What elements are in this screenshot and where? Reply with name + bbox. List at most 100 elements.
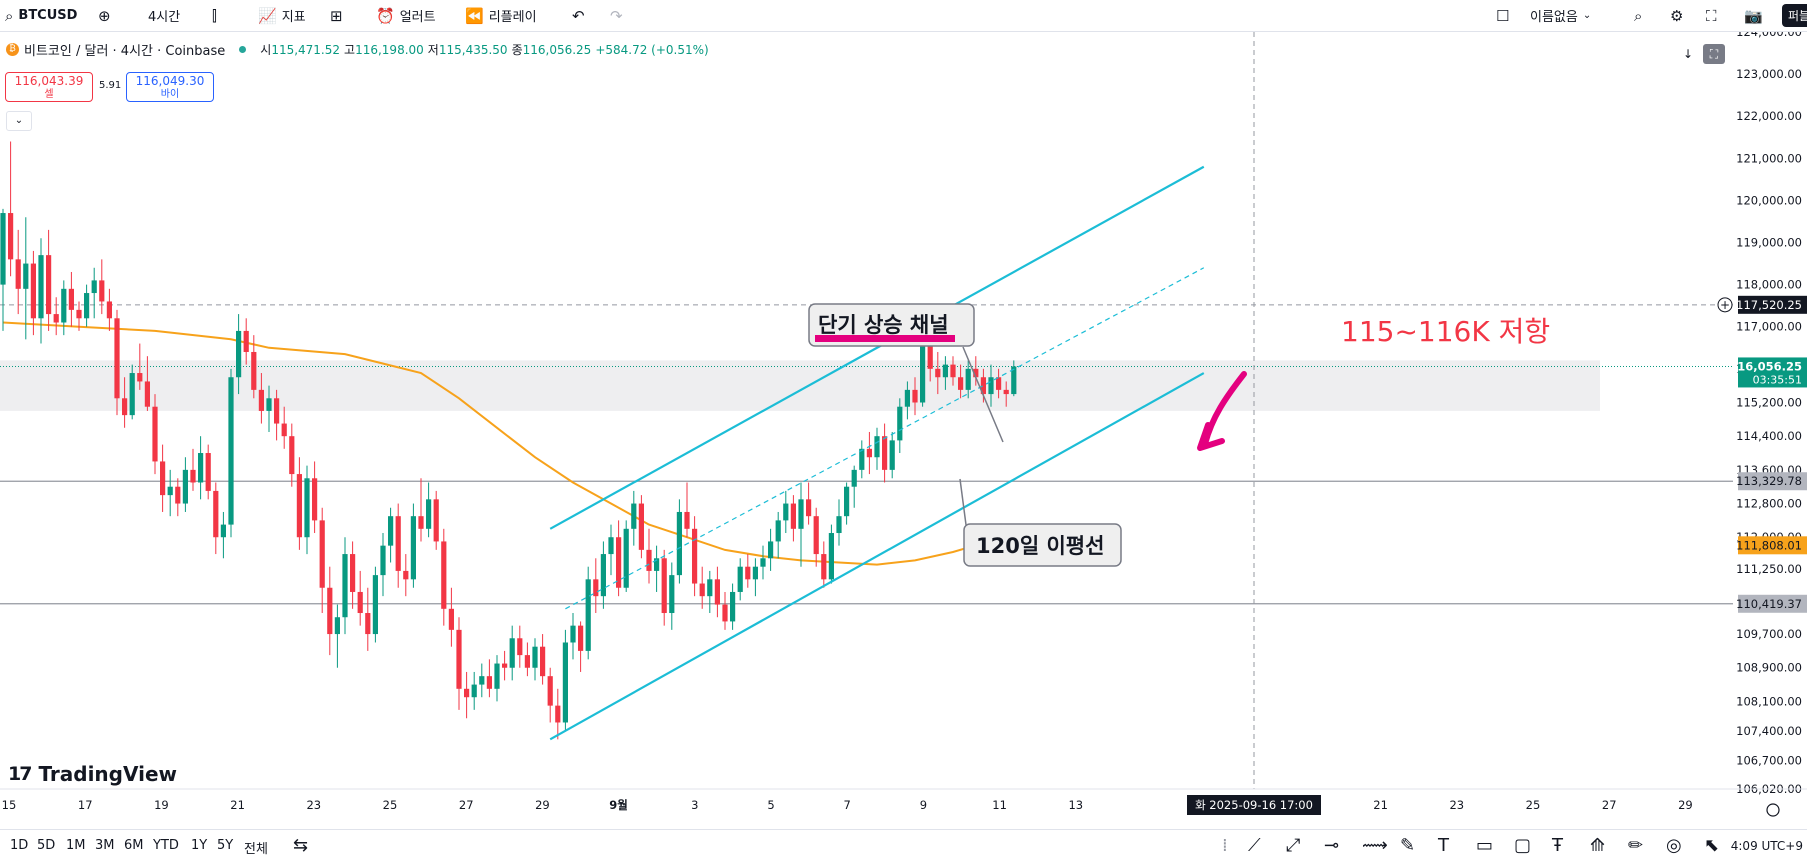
candle-body	[935, 368, 941, 378]
candle-body	[53, 314, 59, 323]
undo-button[interactable]: ↶	[572, 0, 590, 31]
legend-close: 116,056.25	[522, 42, 592, 57]
range-1d[interactable]: 1D	[10, 838, 29, 853]
layout-name-button[interactable]: 이름없음 ⌄	[1530, 0, 1591, 31]
candle-body	[654, 558, 660, 571]
ray-tool-icon[interactable]: ⤢	[1286, 835, 1301, 856]
goto-date-icon[interactable]: ⇆	[293, 835, 309, 856]
candle-body	[418, 516, 424, 529]
alert-button[interactable]: ⏰ 얼러트	[376, 0, 436, 31]
candle-body	[912, 389, 918, 403]
brush-tool-icon[interactable]: ✎	[1400, 835, 1416, 856]
trendline-tool-icon[interactable]: ⟋	[1248, 835, 1261, 856]
sell-price: 116,043.39	[14, 74, 84, 88]
range-all[interactable]: 전체	[244, 842, 268, 857]
indicators-button[interactable]: 📈 지표	[258, 0, 306, 31]
legend-open: 115,471.52	[271, 42, 341, 57]
interval-button[interactable]: 4시간	[148, 0, 180, 31]
candle-body	[122, 398, 128, 416]
x-tick-label: 21	[230, 798, 245, 812]
symbol-search[interactable]: ⌕ BTCUSD	[5, 0, 77, 31]
y-tick-label: 108,100.00	[1736, 694, 1802, 708]
candle-body	[281, 423, 287, 437]
legend-open-label: 시	[260, 43, 272, 57]
chevron-down-icon: ⌄	[1582, 10, 1592, 21]
sell-label: 셀	[44, 89, 54, 100]
snapshot-button[interactable]: 📷	[1744, 0, 1768, 31]
candle-body	[851, 469, 857, 487]
rectangle-tool-icon[interactable]: ▢	[1514, 835, 1532, 856]
legend-close-label: 종	[511, 43, 523, 57]
search-icon: ⌕	[5, 6, 14, 25]
templates-button[interactable]: ⊞	[330, 0, 348, 31]
text-box-tool-icon[interactable]: Ŧ	[1552, 835, 1563, 856]
range-1y[interactable]: 1Y	[191, 838, 208, 853]
cursor-tool-icon[interactable]: ⬉	[1704, 835, 1720, 856]
candles-icon: ⫿	[212, 6, 217, 25]
candle-body	[631, 503, 637, 529]
text-tool-icon[interactable]: T	[1438, 835, 1449, 856]
publish-button[interactable]: 퍼블	[1782, 0, 1807, 31]
pattern-tool-icon[interactable]: ⟰	[1590, 835, 1606, 856]
layout-toggle[interactable]: ☐	[1496, 0, 1514, 31]
candle-body	[23, 263, 29, 289]
plus-circle-icon: ⊕	[98, 6, 111, 25]
candle-body	[251, 351, 257, 390]
buy-button[interactable]: 116,049.30 바이	[126, 72, 214, 102]
candle-body	[737, 566, 743, 592]
range-5d[interactable]: 5D	[37, 838, 56, 853]
candle-body	[152, 406, 158, 462]
candle-body	[524, 655, 530, 668]
ma-label: 120일 이평선	[976, 534, 1104, 558]
range-ytd[interactable]: YTD	[153, 838, 179, 853]
fullscreen-button[interactable]: ⛶	[1706, 0, 1722, 31]
candle-body	[15, 259, 21, 289]
circle-tool-icon[interactable]: ◎	[1666, 835, 1682, 856]
x-tick-label: 7	[844, 798, 851, 812]
gear-icon: ⚙	[1670, 6, 1684, 25]
candle-body	[684, 511, 690, 529]
candle-body	[220, 524, 226, 538]
x-tick-label: 15	[2, 798, 17, 812]
auto-scale-button[interactable]: ⛶	[1703, 44, 1725, 64]
sell-button[interactable]: 116,043.39 셀	[5, 72, 93, 102]
price-axis-bg	[1738, 32, 1807, 828]
callout-tool-icon[interactable]: ▭	[1476, 835, 1494, 856]
y-tick-label: 122,000.00	[1736, 109, 1802, 123]
price-label-bg	[1738, 295, 1807, 314]
ma-120-line	[2, 321, 977, 566]
chart-type-button[interactable]: ⫿	[212, 0, 222, 31]
settings-button[interactable]: ⚙	[1670, 0, 1688, 31]
range-5y[interactable]: 5Y	[217, 838, 234, 853]
drag-handle-icon[interactable]: ⁞	[1222, 835, 1228, 856]
candle-body	[327, 587, 333, 635]
collapse-legend-button[interactable]: ⌄	[6, 111, 32, 131]
candle-body	[752, 566, 758, 580]
x-tick-label: 9	[920, 798, 927, 812]
compare-button[interactable]: ⊕	[98, 0, 116, 31]
x-tick-label: 9월	[609, 798, 628, 812]
candle-body	[380, 545, 386, 576]
range-3m[interactable]: 3M	[95, 838, 115, 853]
quick-search-button[interactable]: ⌕	[1634, 0, 1647, 31]
candle-body	[699, 583, 705, 597]
range-1m[interactable]: 1M	[66, 838, 86, 853]
candle-body	[980, 377, 986, 395]
expand-icon: ⛶	[1709, 47, 1719, 61]
horizontal-line-tool-icon[interactable]: ⊸	[1324, 835, 1340, 856]
candle-body	[638, 503, 644, 550]
redo-button[interactable]: ↷	[610, 0, 628, 31]
pencil-tool-icon[interactable]: ✏	[1628, 835, 1644, 856]
scale-down-button[interactable]: ↓	[1677, 44, 1699, 64]
legend-high: 116,198.00	[355, 42, 424, 57]
timezone-label[interactable]: 4:09 UTC+9	[1730, 839, 1803, 853]
path-tool-icon[interactable]: ⟿	[1362, 835, 1388, 856]
top-toolbar: ⌕ BTCUSD ⊕ 4시간 ⫿ 📈 지표 ⊞ ⏰ 얼러트 ⏪ 리플레이 ↶ ↷…	[0, 0, 1807, 32]
range-6m[interactable]: 6M	[124, 838, 144, 853]
legend-high-label: 고	[344, 43, 356, 57]
candle-body	[334, 617, 340, 635]
candle-body	[730, 591, 736, 622]
replay-button[interactable]: ⏪ 리플레이	[465, 0, 537, 31]
candle-body	[388, 516, 394, 546]
